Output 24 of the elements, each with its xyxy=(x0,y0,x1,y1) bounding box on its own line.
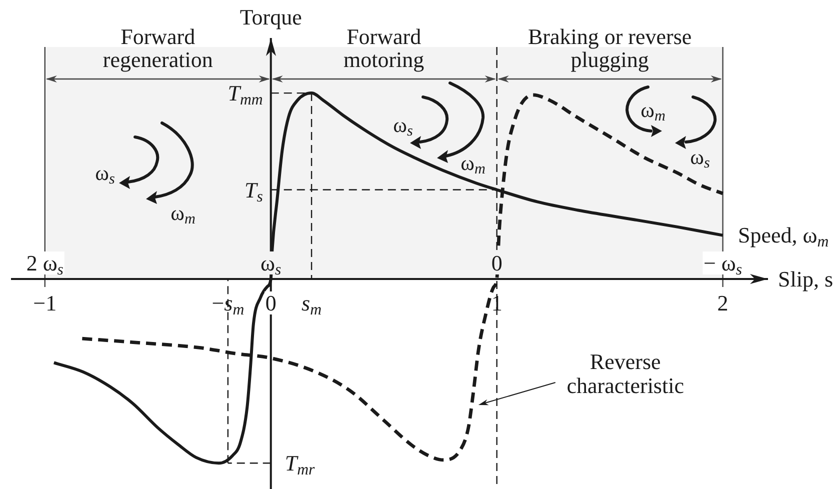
x-axis-title: Slip, s xyxy=(778,266,834,292)
band-label: Forward regeneration xyxy=(102,24,213,72)
band-label: Braking or reverse plugging xyxy=(528,24,692,72)
x2-axis-title: Speed, ω$_{m}$ xyxy=(738,222,829,250)
annotation: ω$_{m}$ xyxy=(460,150,486,178)
annotation: T$_{mm}$ xyxy=(228,80,263,108)
annotation: ω$_{s}$ xyxy=(690,144,710,172)
annotation: T$_{mr}$ xyxy=(284,450,315,479)
annotation: T$_{s}$ xyxy=(244,177,263,206)
annotation: ω$_{s}$ xyxy=(393,112,413,140)
x2-tick-label: 2 ω$_{s}$ xyxy=(25,250,64,278)
x-tick-label: 0 xyxy=(264,290,278,316)
x2-tick-label: − ω$_{s}$ xyxy=(702,250,744,278)
band-label: Forward motoring xyxy=(344,24,424,72)
annotation: ω$_{m}$ xyxy=(170,200,196,228)
x-tick-label: 2 xyxy=(717,290,728,316)
annotation: ω$_{s}$ xyxy=(95,160,115,188)
y-axis-title: Torque xyxy=(240,4,302,30)
annotation: Reverse characteristic xyxy=(566,349,684,398)
annotation: ω$_{m}$ xyxy=(640,98,666,125)
x2-tick-label: 0 xyxy=(490,250,504,276)
ref-line-label: s$_{m}$ xyxy=(302,290,322,318)
x2-tick-label: ω$_{s}$ xyxy=(260,250,282,278)
x-tick-label: −1 xyxy=(33,290,57,316)
